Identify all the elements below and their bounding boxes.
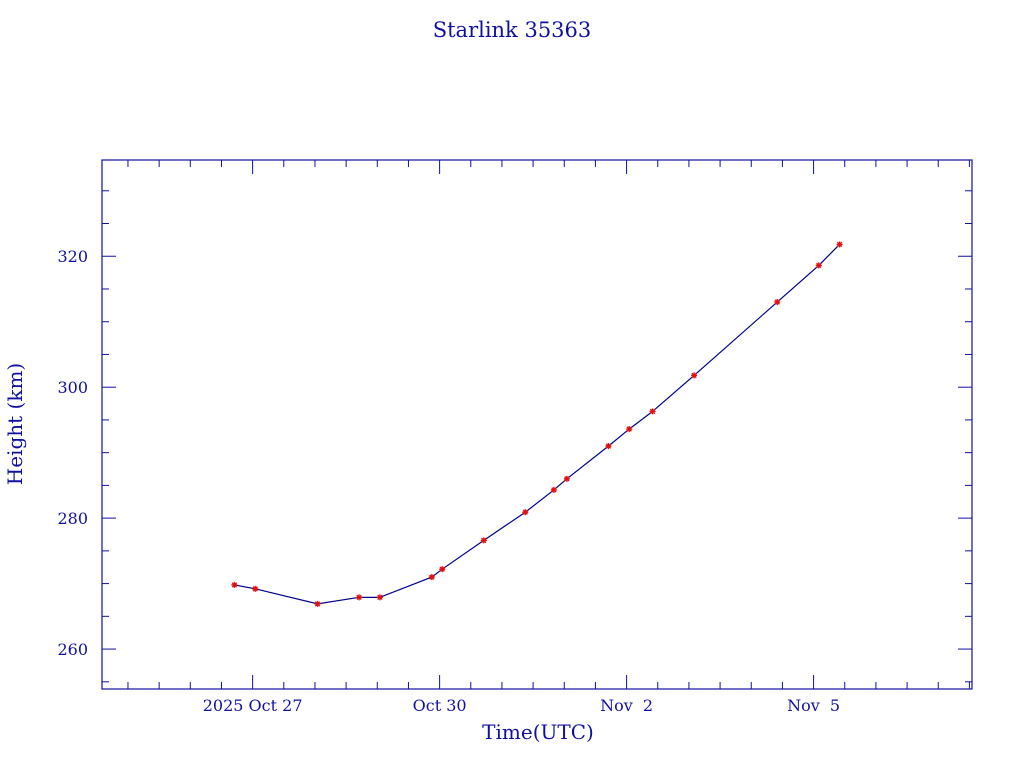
data-point-marker [649, 408, 656, 415]
data-point-marker [231, 581, 238, 588]
marker-stroke [649, 408, 656, 415]
chart-title: Starlink 35363 [433, 18, 592, 42]
ticks [102, 160, 972, 689]
series-line [234, 244, 840, 605]
x-tick-label: 2025 Oct 27 [203, 696, 303, 715]
y-axis-label: Height (km) [3, 363, 27, 485]
marker-stroke [252, 586, 258, 592]
data-point-marker [836, 241, 843, 248]
data-point-marker [252, 585, 259, 592]
data-point-marker [376, 594, 383, 601]
x-tick-label: Oct 30 [413, 696, 467, 715]
data-point-marker [356, 594, 363, 601]
data-point-marker [480, 537, 487, 544]
marker-stroke [522, 509, 529, 515]
data-point-marker [428, 574, 435, 581]
marker-stroke [481, 537, 487, 544]
x-tick-label: Nov 5 [787, 696, 840, 715]
data-point-marker [605, 443, 612, 450]
x-axis-label: Time(UTC) [482, 720, 594, 744]
marker-stroke [314, 601, 321, 607]
marker-stroke [774, 299, 780, 305]
data-point-marker [563, 475, 570, 482]
data-point-marker [522, 509, 529, 516]
marker-stroke [836, 241, 843, 248]
data-point-marker [774, 299, 781, 306]
data-point-marker [691, 372, 698, 379]
tick-labels: 2025 Oct 27 Oct 30 Nov 2 Nov 5 260 280 300 320 [57, 247, 840, 715]
data-point-marker [815, 262, 822, 269]
y-tick-label: 320 [57, 247, 88, 266]
marker-stroke [439, 566, 445, 572]
marker-stroke [429, 574, 435, 580]
y-tick-label: 260 [57, 640, 88, 659]
plot-frame [101, 159, 973, 690]
x-tick-label: Nov 2 [600, 696, 653, 715]
markers [231, 241, 843, 607]
marker-stroke [356, 594, 362, 601]
data-point-marker [626, 426, 633, 433]
marker-stroke [564, 476, 570, 482]
data-point-marker [314, 600, 321, 607]
y-tick-label: 300 [57, 378, 88, 397]
marker-stroke [691, 372, 697, 379]
marker-stroke [231, 582, 238, 588]
data-point-marker [439, 566, 446, 573]
marker-stroke [816, 262, 822, 269]
marker-stroke [605, 443, 612, 449]
data-point-marker [550, 486, 557, 493]
marker-stroke [377, 594, 383, 601]
y-tick-label: 280 [57, 509, 88, 528]
marker-stroke [626, 426, 632, 432]
marker-stroke [551, 487, 557, 493]
